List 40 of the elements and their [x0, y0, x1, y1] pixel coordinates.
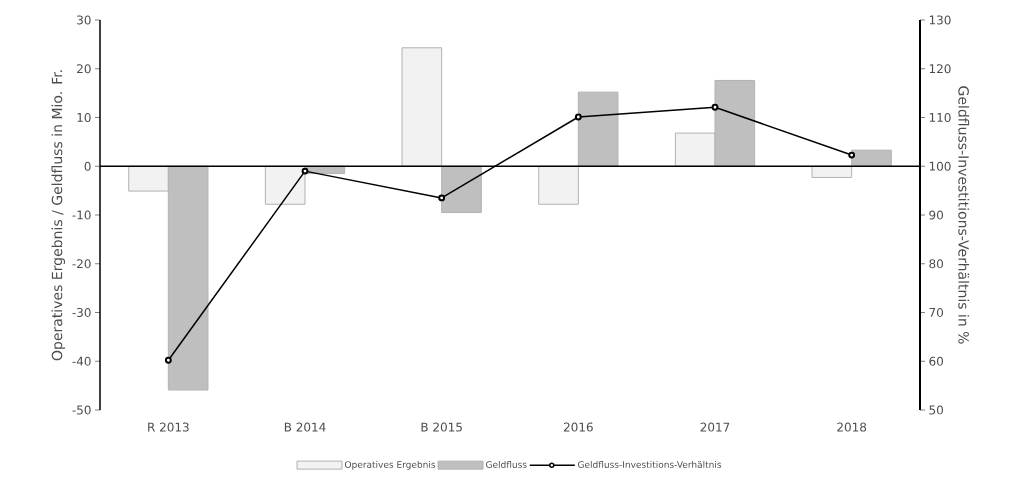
x-tick-label: 2017: [700, 422, 730, 432]
y-tick-label: -30: [72, 307, 91, 318]
legend-label: Geldfluss-Investitions-Verhältnis: [578, 460, 722, 468]
bar: [401, 47, 443, 167]
y-tick-label: 0: [84, 161, 91, 171]
bar: [577, 91, 619, 167]
y-tick-label: -40: [72, 356, 91, 366]
point: [301, 167, 309, 175]
y2-tick-label: 80: [929, 259, 943, 269]
point: [848, 151, 856, 159]
y-tick-label: -20: [72, 259, 91, 269]
y-axis-title: Operatives Ergebnis / Geldfluss in Mio. Fr.: [51, 70, 66, 361]
x-tick-label: R 2013: [148, 422, 189, 432]
y2-tick-label: 50: [929, 405, 943, 415]
y2-axis-title: Geldfluss-Investitions-Verhältnis in %: [958, 86, 970, 344]
y2-tick-label: 60: [929, 356, 943, 366]
point: [574, 113, 582, 121]
y-tick-label: 20: [77, 64, 91, 74]
y-tick-label: 30: [77, 15, 91, 25]
y2-tick-label: 120: [929, 64, 951, 74]
y-tick-label: 10: [77, 112, 91, 123]
y2-tick-label: 100: [929, 161, 951, 171]
y2-tick-label: 70: [929, 307, 943, 318]
legend-label: Operatives Ergebnis: [344, 460, 436, 470]
point: [164, 356, 172, 364]
point: [711, 103, 719, 111]
y-tick-label: -10: [72, 210, 91, 220]
bar: [811, 165, 853, 178]
y-tick-label: -50: [72, 405, 91, 415]
y2-tick-label: 90: [929, 210, 943, 220]
x-tick-label: 2018: [837, 422, 867, 432]
point: [438, 194, 446, 202]
y2-tick-label: 110: [929, 112, 951, 123]
x-tick-label: B 2014: [284, 422, 326, 432]
legend-label: Geldfluss: [486, 460, 527, 468]
x-tick-label: 2016: [563, 422, 593, 432]
bar: [441, 165, 482, 214]
y2-tick-label: 130: [929, 15, 951, 25]
x-tick-label: B 2015: [421, 422, 462, 432]
bar: [538, 165, 579, 205]
